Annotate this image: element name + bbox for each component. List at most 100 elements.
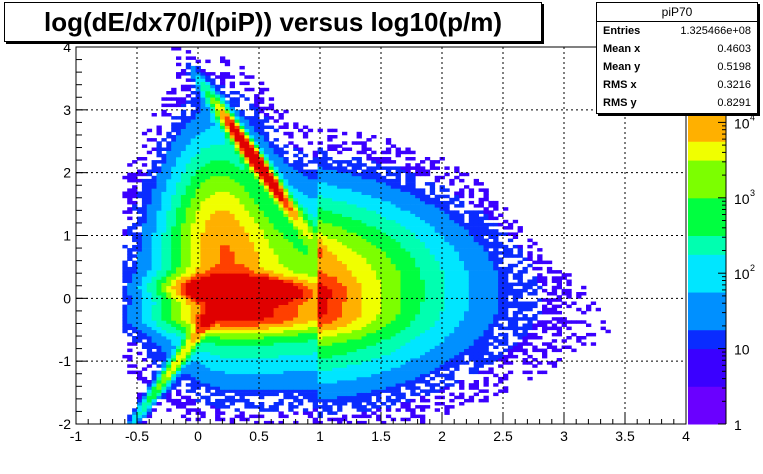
heatmap-bin bbox=[312, 204, 318, 208]
heatmap-bin bbox=[385, 244, 392, 249]
heatmap-bin bbox=[351, 257, 357, 261]
heatmap-bin bbox=[366, 292, 372, 296]
heatmap-bin bbox=[210, 326, 216, 331]
heatmap-bin bbox=[254, 204, 260, 208]
heatmap-bin bbox=[156, 204, 162, 208]
heatmap-bin bbox=[234, 229, 240, 233]
heatmap-bin bbox=[234, 358, 240, 362]
heatmap-bin bbox=[195, 295, 201, 299]
heatmap-bin bbox=[180, 144, 187, 148]
heatmap-bin bbox=[146, 348, 153, 353]
heatmap-bin bbox=[137, 222, 143, 227]
heatmap-bin bbox=[259, 402, 265, 406]
heatmap-bin bbox=[361, 238, 367, 243]
heatmap-bin bbox=[190, 135, 196, 139]
heatmap-bin bbox=[224, 241, 231, 246]
heatmap-bin bbox=[185, 188, 192, 192]
heatmap-bin bbox=[322, 266, 328, 271]
heatmap-bin bbox=[312, 364, 318, 368]
heatmap-bin bbox=[268, 405, 275, 409]
heatmap-bin bbox=[283, 288, 289, 293]
heatmap-bin bbox=[215, 144, 221, 148]
heatmap-bin bbox=[200, 367, 206, 371]
heatmap-bin bbox=[171, 216, 177, 221]
heatmap-bin bbox=[322, 342, 328, 346]
heatmap-bin bbox=[210, 285, 216, 290]
heatmap-bin bbox=[176, 210, 182, 214]
heatmap-bin bbox=[161, 163, 167, 167]
heatmap-bin bbox=[278, 354, 284, 359]
heatmap-bin bbox=[346, 219, 353, 224]
heatmap-bin bbox=[298, 348, 304, 353]
heatmap-bin bbox=[220, 138, 226, 142]
heatmap-bin bbox=[395, 226, 401, 230]
heatmap-bin bbox=[239, 332, 245, 337]
heatmap-bin bbox=[244, 157, 250, 161]
heatmap-bin bbox=[263, 307, 270, 312]
heatmap-bin bbox=[176, 323, 182, 327]
heatmap-bin bbox=[395, 354, 401, 359]
heatmap-bin bbox=[361, 408, 367, 412]
heatmap-bin bbox=[220, 109, 226, 114]
heatmap-bin bbox=[395, 204, 401, 208]
heatmap-bin bbox=[234, 332, 240, 337]
heatmap-bin bbox=[337, 270, 343, 274]
heatmap-bin bbox=[263, 141, 270, 145]
heatmap-bin bbox=[244, 87, 250, 92]
heatmap-bin bbox=[200, 370, 206, 375]
heatmap-bin bbox=[288, 191, 294, 195]
heatmap-bin bbox=[390, 336, 397, 340]
heatmap-bin bbox=[215, 87, 221, 92]
heatmap-bin bbox=[229, 395, 235, 400]
heatmap-bin bbox=[288, 260, 294, 265]
heatmap-bin bbox=[361, 254, 367, 258]
heatmap-bin bbox=[176, 232, 182, 236]
heatmap-bin bbox=[176, 150, 182, 155]
heatmap-bin bbox=[337, 326, 343, 331]
heatmap-bin bbox=[337, 251, 343, 255]
heatmap-bin bbox=[244, 389, 250, 393]
heatmap-bin bbox=[220, 248, 226, 252]
heatmap-bin bbox=[371, 373, 377, 378]
heatmap-bin bbox=[229, 364, 235, 368]
heatmap-bin bbox=[327, 266, 333, 271]
heatmap-bin bbox=[229, 370, 235, 375]
heatmap-bin bbox=[200, 78, 206, 82]
heatmap-bin bbox=[337, 314, 343, 318]
heatmap-bin bbox=[176, 235, 182, 239]
heatmap-bin bbox=[346, 197, 353, 202]
heatmap-bin bbox=[376, 273, 382, 277]
heatmap-bin bbox=[195, 367, 201, 371]
heatmap-bin bbox=[171, 292, 177, 296]
heatmap-bin bbox=[351, 288, 357, 293]
heatmap-bin bbox=[288, 320, 294, 324]
heatmap-bin bbox=[288, 288, 294, 293]
heatmap-bin bbox=[263, 389, 270, 393]
heatmap-bin bbox=[351, 323, 357, 327]
heatmap-bin bbox=[268, 219, 275, 224]
heatmap-bin bbox=[224, 188, 231, 192]
heatmap-bin bbox=[210, 342, 216, 346]
heatmap-bin bbox=[185, 238, 192, 243]
heatmap-bin bbox=[171, 47, 177, 51]
heatmap-bin bbox=[390, 182, 397, 186]
heatmap-bin bbox=[151, 376, 157, 381]
heatmap-bin bbox=[244, 361, 250, 365]
heatmap-bin bbox=[234, 200, 240, 205]
heatmap-bin bbox=[337, 254, 343, 258]
heatmap-bin bbox=[332, 323, 338, 327]
heatmap-bin bbox=[278, 197, 284, 202]
heatmap-bin bbox=[298, 389, 304, 393]
heatmap-bin bbox=[259, 285, 265, 290]
heatmap-bin bbox=[244, 97, 250, 101]
heatmap-bin bbox=[185, 116, 192, 120]
heatmap-bin bbox=[390, 398, 397, 403]
heatmap-bin bbox=[259, 178, 265, 183]
heatmap-bin bbox=[390, 332, 397, 337]
heatmap-bin bbox=[151, 254, 157, 258]
heatmap-bin bbox=[327, 398, 333, 403]
heatmap-bin bbox=[283, 354, 289, 359]
heatmap-bin bbox=[141, 172, 148, 177]
heatmap-bin bbox=[361, 386, 367, 390]
heatmap-bin bbox=[307, 304, 314, 309]
